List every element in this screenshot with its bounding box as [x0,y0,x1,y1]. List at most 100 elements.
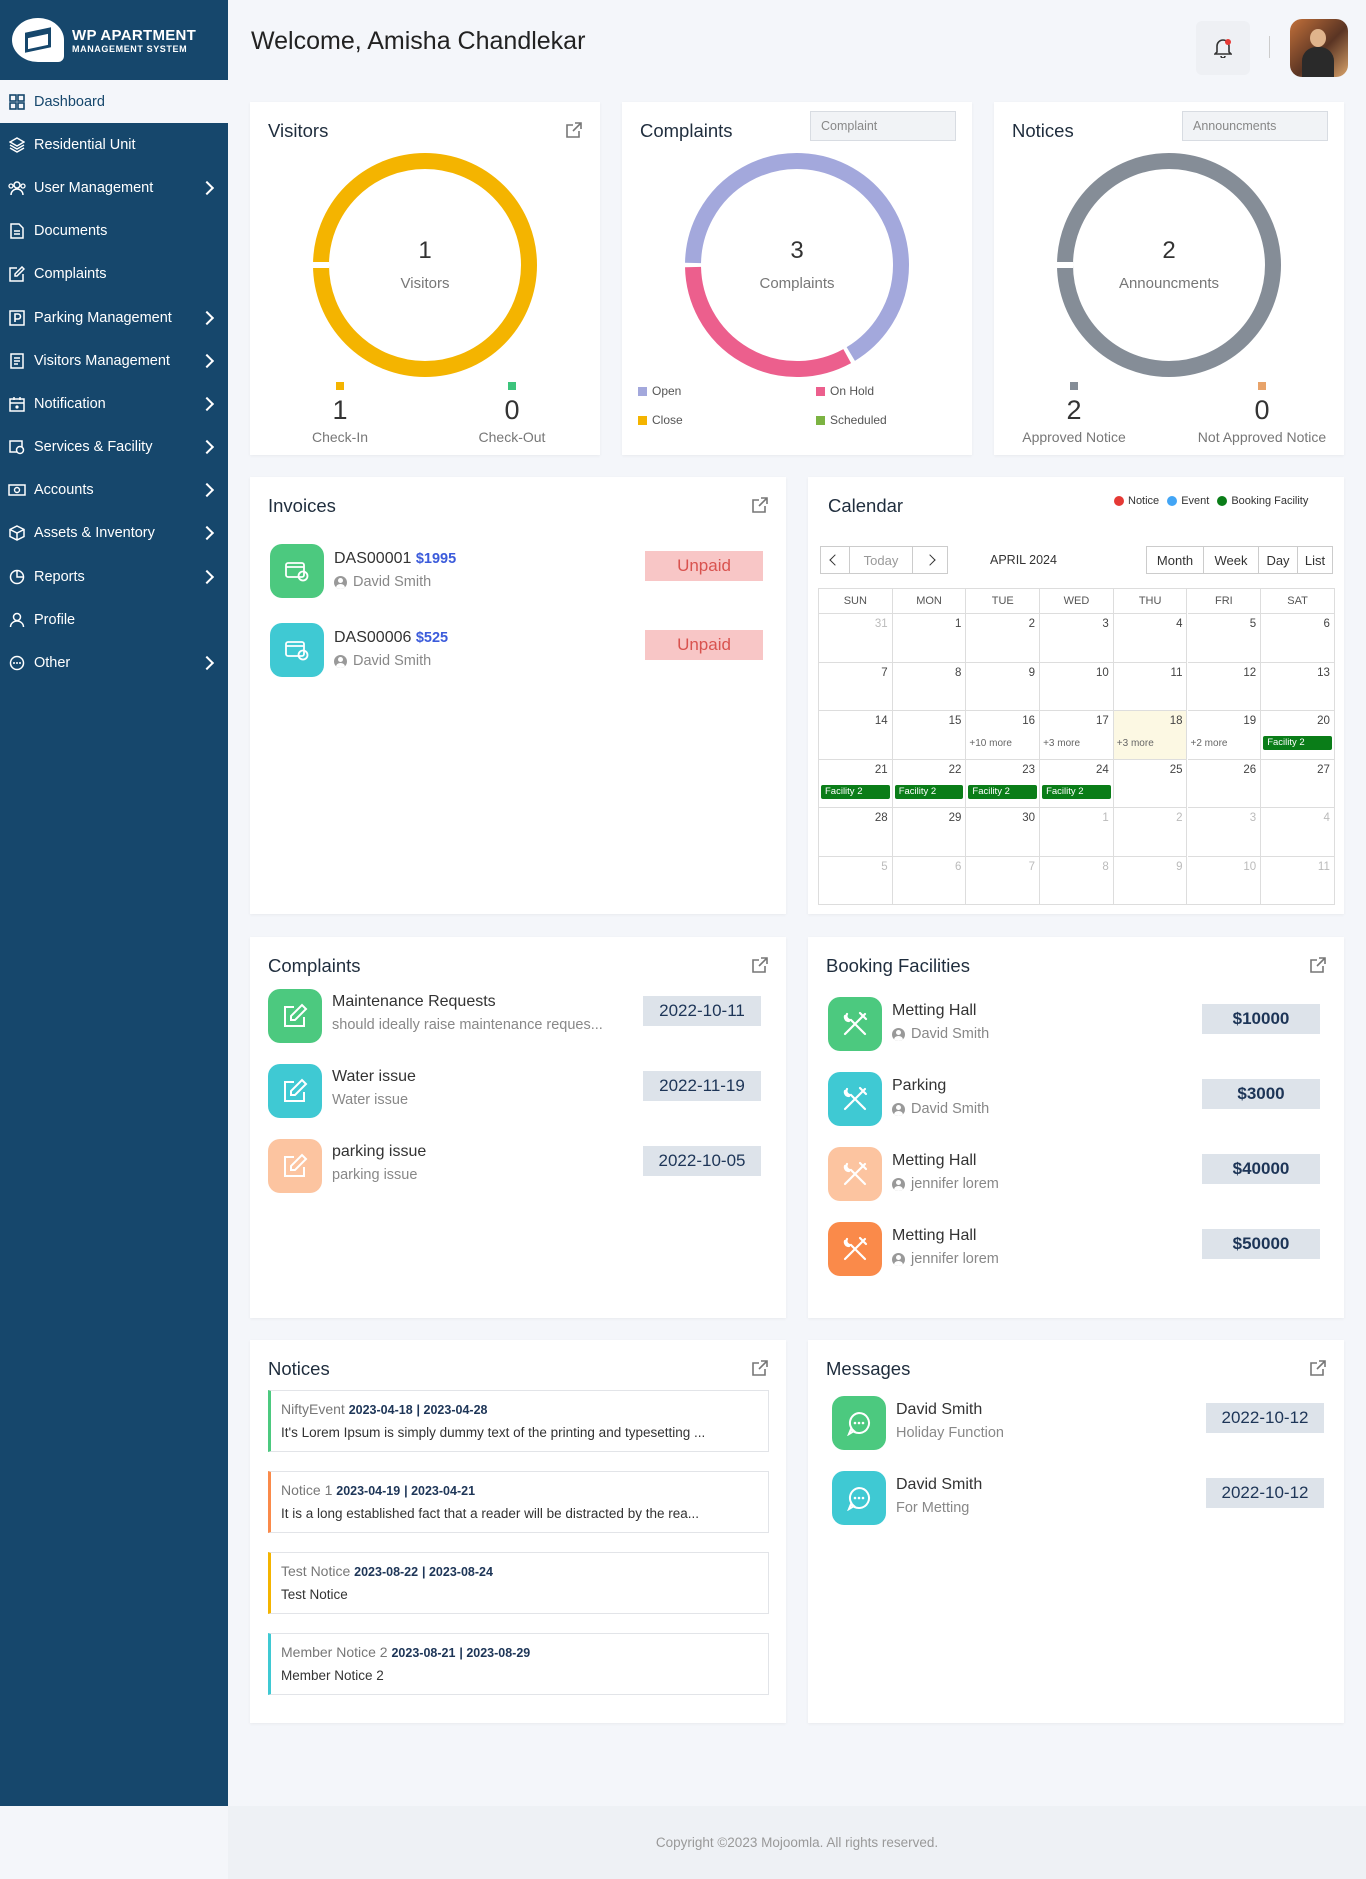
calendar-day-cell[interactable]: 24 [1040,758,1114,807]
calendar-day-cell[interactable]: 13 [1261,661,1335,710]
notice-item[interactable]: Notice 1 2023-04-19 | 2023-04-21 It is a … [268,1471,769,1533]
invoice-number[interactable]: DAS00001 $1995 [334,550,457,567]
sidebar-item-user-management[interactable]: User Management [0,166,228,209]
calendar-day-cell[interactable]: 4 [1261,807,1335,856]
sidebar-item-documents[interactable]: Documents [0,210,228,253]
sidebar-item-parking-management[interactable]: Parking Management [0,296,228,339]
calendar-day-cell[interactable]: 11 [1113,661,1188,710]
calendar-day-cell[interactable]: 26 [1187,758,1262,807]
calendar-day-cell[interactable]: 2 [1113,807,1188,856]
calendar-day-cell[interactable]: 17 [1040,710,1114,759]
sidebar-item-profile[interactable]: Profile [0,598,228,641]
calendar-event[interactable]: Facility 2 [968,784,1038,799]
calendar-day-cell[interactable]: 28 [819,807,893,856]
calendar-day-cell[interactable]: 19 [1187,710,1262,759]
sidebar-item-dashboard[interactable]: Dashboard [0,80,228,124]
sidebar-item-reports[interactable]: Reports [0,555,228,598]
calendar-event[interactable]: Facility 2 [894,784,964,799]
complaint-title[interactable]: parking issue [332,1143,427,1160]
booking-facility-name[interactable]: Metting Hall [892,1152,977,1169]
notice-item[interactable]: Test Notice 2023-08-22 | 2023-08-24 Test … [268,1552,769,1614]
calendar-day-cell[interactable]: 9 [1113,855,1188,904]
booking-facility-name[interactable]: Metting Hall [892,1002,977,1019]
calendar-day-cell[interactable]: 20 [1261,710,1335,759]
more-events-link[interactable]: +2 more [1190,738,1228,749]
calendar-day-cell[interactable]: 10 [1040,661,1114,710]
calendar-day-cell[interactable]: 6 [1261,613,1335,662]
announcement-dropdown[interactable]: Announcments [1182,111,1328,141]
calendar-day-cell[interactable]: 1 [1040,807,1114,856]
calendar-day-cell[interactable]: 31 [819,613,893,662]
calendar-day-cell[interactable]: 8 [892,661,967,710]
calendar-day-cell[interactable]: 2 [966,613,1041,662]
calendar-day-cell[interactable]: 5 [819,855,893,904]
external-link-icon[interactable] [752,1360,768,1376]
sidebar-item-other[interactable]: Other [0,641,228,684]
view-day-button[interactable]: Day [1258,546,1298,574]
calendar-day-cell[interactable]: 8 [1040,855,1114,904]
calendar-day-cell[interactable]: 3 [1187,807,1262,856]
calendar-day-cell[interactable]: 7 [819,661,893,710]
external-link-icon[interactable] [566,122,582,138]
message-sender[interactable]: David Smith [896,1476,983,1493]
message-sender[interactable]: David Smith [896,1401,983,1418]
calendar-day-cell[interactable]: 16 [966,710,1041,759]
notice-item[interactable]: Member Notice 2 2023-08-21 | 2023-08-29 M… [268,1633,769,1695]
view-month-button[interactable]: Month [1146,546,1204,574]
external-link-icon[interactable] [1310,957,1326,973]
external-link-icon[interactable] [752,497,768,513]
calendar-day-cell[interactable]: 29 [892,807,967,856]
sidebar-item-accounts[interactable]: Accounts [0,469,228,512]
calendar-day-cell[interactable]: 18 [1113,710,1188,759]
complaint-dropdown[interactable]: Complaint [810,111,956,141]
complaint-title[interactable]: Maintenance Requests [332,993,496,1010]
prev-month-button[interactable] [820,546,850,574]
more-events-link[interactable]: +10 more [969,738,1012,749]
calendar-day-cell[interactable]: 22 [892,758,967,807]
calendar-day-cell[interactable]: 4 [1113,613,1188,662]
calendar-day-cell[interactable]: 25 [1113,758,1188,807]
chevron-right-icon [199,526,215,541]
calendar-day-cell[interactable]: 5 [1187,613,1262,662]
sidebar-item-residential-unit[interactable]: Residential Unit [0,123,228,166]
more-events-link[interactable]: +3 more [1116,738,1154,749]
sidebar-item-notification[interactable]: Notification [0,382,228,425]
calendar-day-cell[interactable]: 7 [966,855,1041,904]
today-button[interactable]: Today [849,546,913,574]
booking-facility-name[interactable]: Metting Hall [892,1227,977,1244]
external-link-icon[interactable] [1310,1360,1326,1376]
calendar-event[interactable]: Facility 2 [1263,736,1332,750]
sidebar-item-visitors-management[interactable]: Visitors Management [0,339,228,382]
sidebar-item-complaints[interactable]: Complaints [0,253,228,296]
calendar-day-cell[interactable]: 6 [892,855,967,904]
calendar-day-cell[interactable]: 9 [966,661,1041,710]
next-month-button[interactable] [912,546,948,574]
more-events-link[interactable]: +3 more [1043,738,1081,749]
sidebar-item-services-facility[interactable]: Services & Facility [0,426,228,469]
external-link-icon[interactable] [752,957,768,973]
invoice-number[interactable]: DAS00006 $525 [334,629,449,646]
calendar-day-cell[interactable]: 12 [1187,661,1262,710]
complaint-title[interactable]: Water issue [332,1068,416,1085]
user-avatar[interactable] [1290,19,1348,77]
calendar-event[interactable]: Facility 2 [821,784,890,799]
sidebar-item-assets-inventory[interactable]: Assets & Inventory [0,512,228,555]
view-week-button[interactable]: Week [1203,546,1259,574]
calendar-day-cell[interactable]: 1 [892,613,967,662]
calendar-day-cell[interactable]: 14 [819,710,893,759]
booking-facility-name[interactable]: Parking [892,1077,947,1094]
notification-button[interactable] [1196,21,1250,75]
booking-amount: $50000 [1202,1229,1320,1259]
notice-item[interactable]: NiftyEvent 2023-04-18 | 2023-04-28 It's L… [268,1390,769,1452]
calendar-day-cell[interactable]: 10 [1187,855,1262,904]
view-list-button[interactable]: List [1297,546,1333,574]
calendar-event[interactable]: Facility 2 [1042,784,1111,799]
calendar-day-cell[interactable]: 15 [892,710,967,759]
calendar-day-cell[interactable]: 3 [1040,613,1114,662]
calendar-day-cell[interactable]: 11 [1261,855,1335,904]
calendar-day-cell[interactable]: 30 [966,807,1041,856]
calendar-day-cell[interactable]: 23 [966,758,1041,807]
calendar-day-cell[interactable]: 21 [819,758,893,807]
brand-logo[interactable]: WP APARTMENT MANAGEMENT SYSTEM [0,0,228,80]
calendar-day-cell[interactable]: 27 [1261,758,1335,807]
